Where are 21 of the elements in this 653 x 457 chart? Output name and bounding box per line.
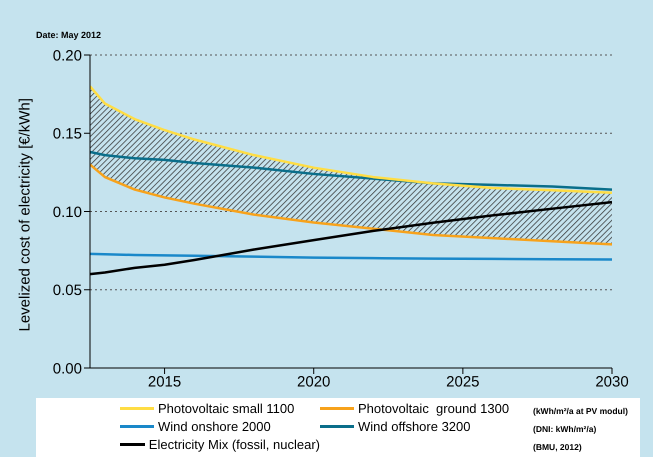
x-tick-label: 2020 <box>297 374 330 391</box>
x-tick-label: 2025 <box>446 374 480 391</box>
line-series <box>90 163 612 246</box>
text: (kWh/m²/a at PV modul) <box>533 405 628 418</box>
legend-label: Photovoltaic ground 1300 <box>358 401 510 416</box>
y-tick-label: 0.00 <box>52 360 82 378</box>
text: (BMU, 2012) <box>533 441 583 454</box>
line-series <box>90 85 612 194</box>
text: (DNI: kWh/m²/a) <box>533 423 598 436</box>
y-tick-label: 0.15 <box>52 126 82 143</box>
text: Date: May 2012 <box>36 30 102 40</box>
y-tick-label: 0.20 <box>52 47 82 64</box>
y-tick-label: 0.05 <box>52 282 82 300</box>
y-axis-title: Levelized cost of electricity [€/kWh] <box>16 98 34 332</box>
x-tick-label: 2015 <box>148 374 182 391</box>
y-tick-label: 0.10 <box>52 204 82 221</box>
legend-label: Photovoltaic small 1100 <box>158 401 294 416</box>
legend-label: Electricity Mix (fossil, nuclear) <box>148 437 320 452</box>
x-tick-label: 2030 <box>595 374 629 391</box>
legend-label: Wind offshore 3200 <box>358 419 470 434</box>
legend-label: Wind onshore 2000 <box>158 419 271 434</box>
